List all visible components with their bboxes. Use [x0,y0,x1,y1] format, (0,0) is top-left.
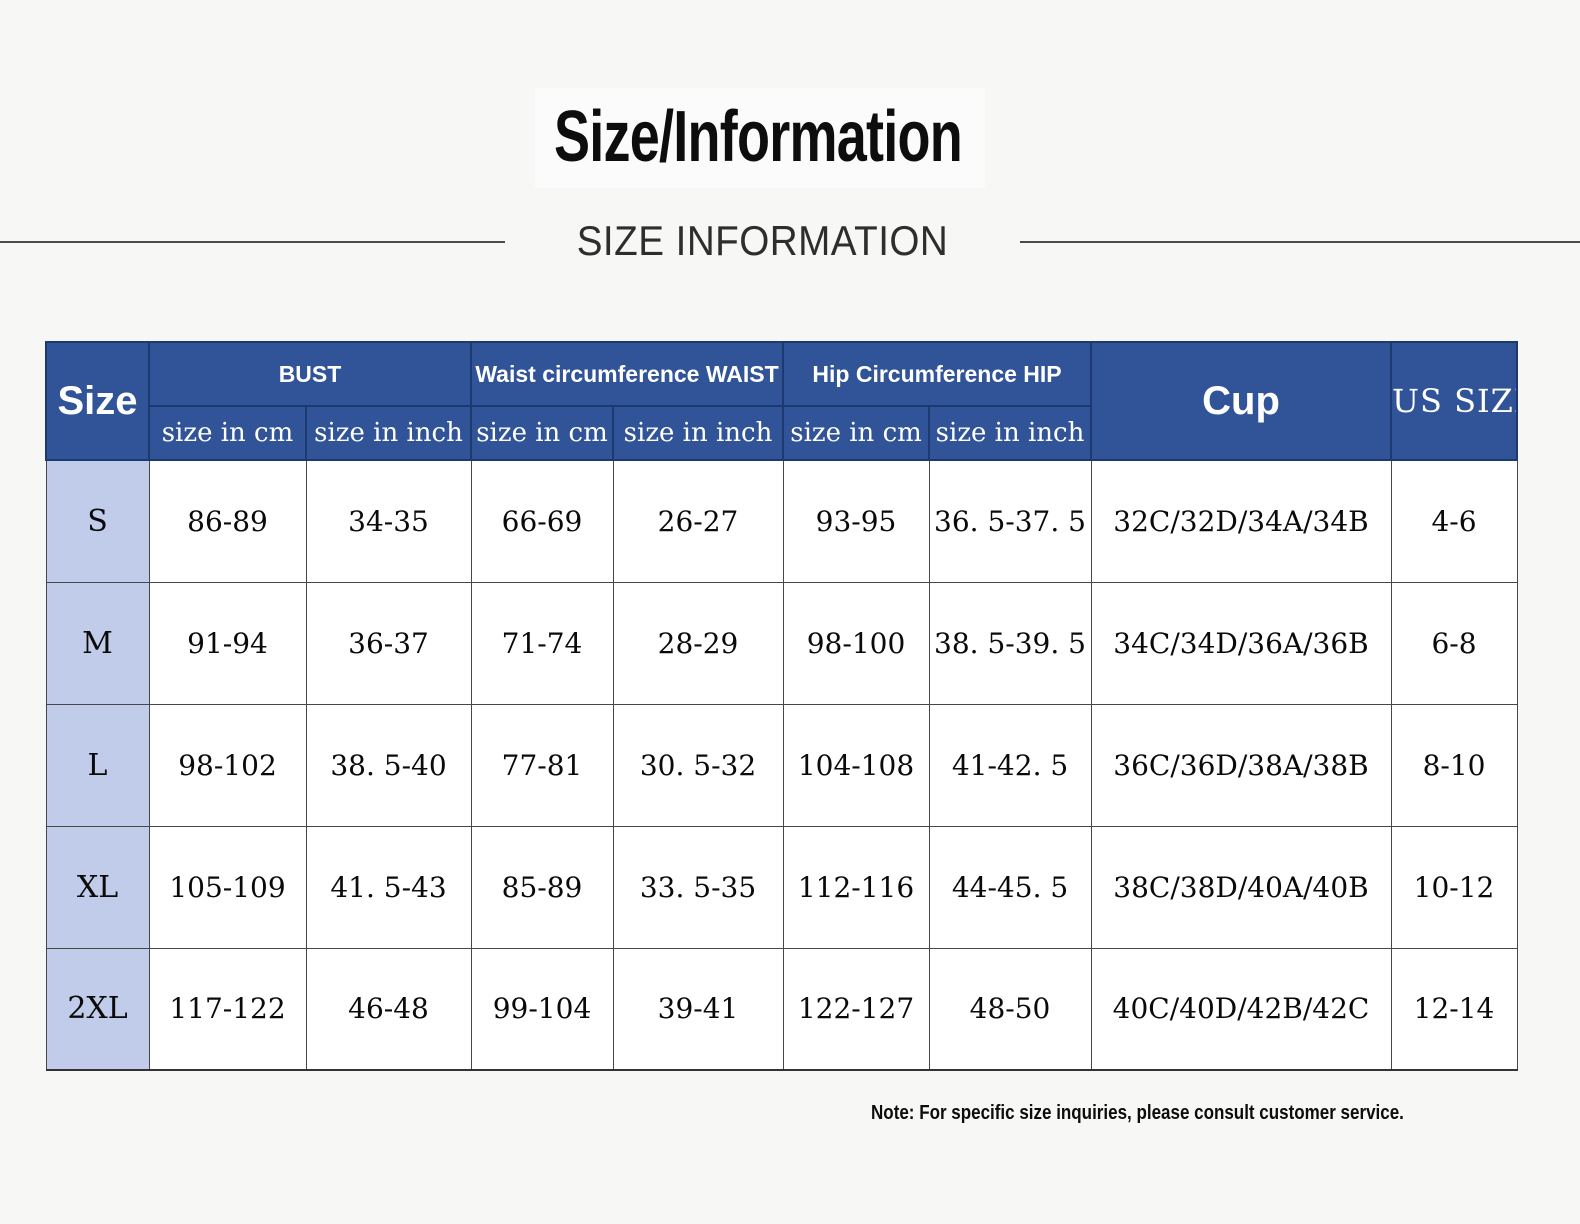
header-us-size: US SIZE [1390,341,1519,461]
cell-waist-inch: 33. 5-35 [612,825,784,949]
subheader-waist-cm: size in cm [470,405,614,461]
table-row-xl: XL 105-109 41. 5-43 85-89 33. 5-35 112-1… [45,825,1518,949]
cell-bust-inch: 38. 5-40 [305,703,472,827]
header-bust: BUST [148,341,472,407]
cell-size: L [45,703,150,827]
cell-waist-cm: 66-69 [470,459,614,583]
cell-bust-cm: 105-109 [148,825,307,949]
cell-waist-inch: 39-41 [612,947,784,1071]
cell-bust-cm: 98-102 [148,703,307,827]
cell-bust-cm: 91-94 [148,581,307,705]
size-note: Note: For specific size inquiries, pleas… [871,1102,1404,1124]
divider-line-left [0,241,505,243]
cell-us-size: 6-8 [1390,581,1518,705]
subheader-waist-inch: size in inch [611,405,785,461]
cell-hip-inch: 38. 5-39. 5 [928,581,1092,705]
cell-us-size: 12-14 [1390,947,1518,1071]
cell-cup: 40C/40D/42B/42C [1090,947,1392,1071]
header-hip: Hip Circumference HIP [782,341,1093,407]
divider-line-right [1020,241,1580,243]
cell-bust-cm: 86-89 [148,459,307,583]
cell-waist-inch: 28-29 [612,581,784,705]
cell-bust-inch: 36-37 [305,581,472,705]
title-highlight-panel [535,88,985,188]
cell-cup: 38C/38D/40A/40B [1090,825,1392,949]
size-chart-table: Size BUST Waist circumference WAIST Hip … [45,341,1519,1071]
subheader-hip-inch: size in inch [928,405,1093,461]
table-row-l: L 98-102 38. 5-40 77-81 30. 5-32 104-108… [45,703,1518,827]
header-waist: Waist circumference WAIST [469,341,785,407]
cell-bust-inch: 46-48 [305,947,472,1071]
cell-us-size: 8-10 [1390,703,1518,827]
cell-hip-inch: 41-42. 5 [928,703,1092,827]
header-size: Size [45,341,150,461]
cell-hip-cm: 93-95 [782,459,930,583]
page-title: Size/Information [553,97,963,177]
cell-waist-cm: 85-89 [470,825,614,949]
cell-waist-cm: 77-81 [470,703,614,827]
cell-cup: 36C/36D/38A/38B [1090,703,1392,827]
header-cup: Cup [1090,341,1393,461]
cell-waist-inch: 26-27 [612,459,784,583]
cell-waist-inch: 30. 5-32 [612,703,784,827]
cell-bust-inch: 34-35 [305,459,472,583]
cell-hip-inch: 48-50 [928,947,1092,1071]
subheader-hip-cm: size in cm [782,405,931,461]
subheader-bust-inch: size in inch [305,405,472,461]
cell-cup: 32C/32D/34A/34B [1090,459,1392,583]
table-row-s: S 86-89 34-35 66-69 26-27 93-95 36. 5-37… [45,459,1518,583]
cell-hip-cm: 98-100 [782,581,930,705]
cell-bust-cm: 117-122 [148,947,307,1071]
section-heading: SIZE INFORMATION [576,217,949,264]
cell-hip-inch: 44-45. 5 [928,825,1092,949]
cell-bust-inch: 41. 5-43 [305,825,472,949]
cell-size: M [45,581,150,705]
cell-hip-cm: 104-108 [782,703,930,827]
cell-hip-cm: 112-116 [782,825,930,949]
cell-hip-cm: 122-127 [782,947,930,1071]
cell-size: XL [45,825,150,949]
cell-cup: 34C/34D/36A/36B [1090,581,1392,705]
cell-waist-cm: 99-104 [470,947,614,1071]
table-row-m: M 91-94 36-37 71-74 28-29 98-100 38. 5-3… [45,581,1518,705]
cell-hip-inch: 36. 5-37. 5 [928,459,1092,583]
cell-size: 2XL [45,947,150,1071]
cell-us-size: 10-12 [1390,825,1518,949]
subheader-bust-cm: size in cm [148,405,307,461]
cell-size: S [45,459,150,583]
cell-waist-cm: 71-74 [470,581,614,705]
table-row-2xl: 2XL 117-122 46-48 99-104 39-41 122-127 4… [45,947,1518,1071]
cell-us-size: 4-6 [1390,459,1518,583]
